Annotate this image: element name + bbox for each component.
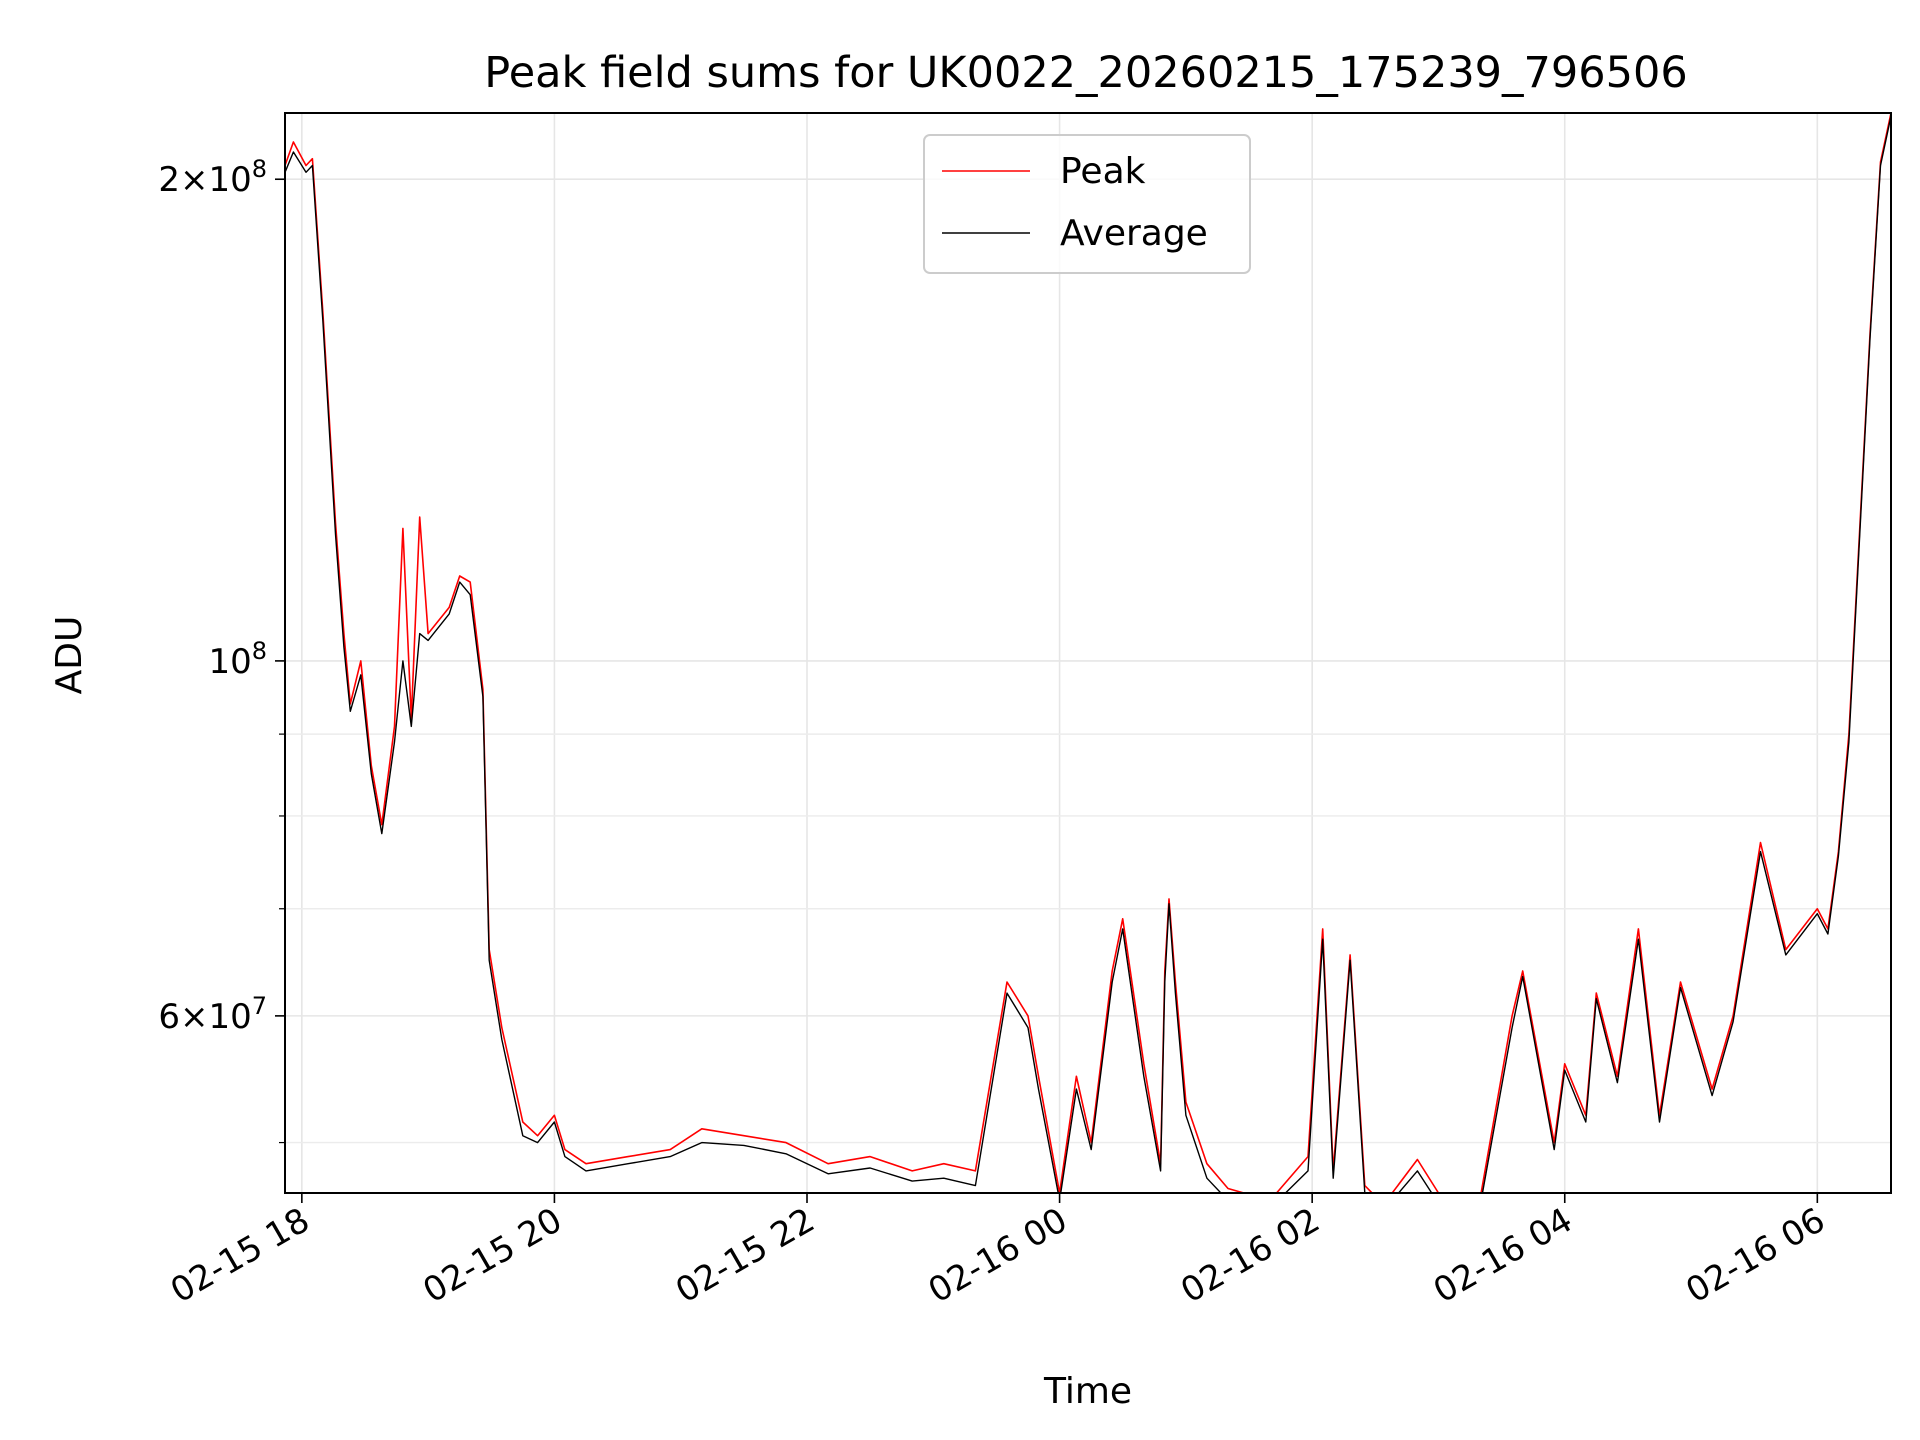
x-axis-label: Time	[1043, 1371, 1132, 1412]
legend-label-peak: Peak	[1060, 151, 1146, 192]
legend-label-average: Average	[1060, 213, 1208, 254]
legend-box	[923, 134, 1251, 274]
plot-frame	[284, 112, 1892, 1194]
series-line-average	[285, 116, 1891, 1193]
y-axis-label: ADU	[49, 616, 90, 695]
y-tick-label: 2×108	[158, 155, 267, 200]
chart-title: Peak field sums for UK0022_20260215_1752…	[484, 48, 1687, 98]
legend: Peak Average	[923, 134, 1251, 274]
plot-area	[285, 113, 1891, 1193]
y-tick-label: 6×107	[158, 992, 267, 1037]
y-tick-label: 108	[208, 637, 267, 682]
series-line-peak	[285, 113, 1891, 1193]
